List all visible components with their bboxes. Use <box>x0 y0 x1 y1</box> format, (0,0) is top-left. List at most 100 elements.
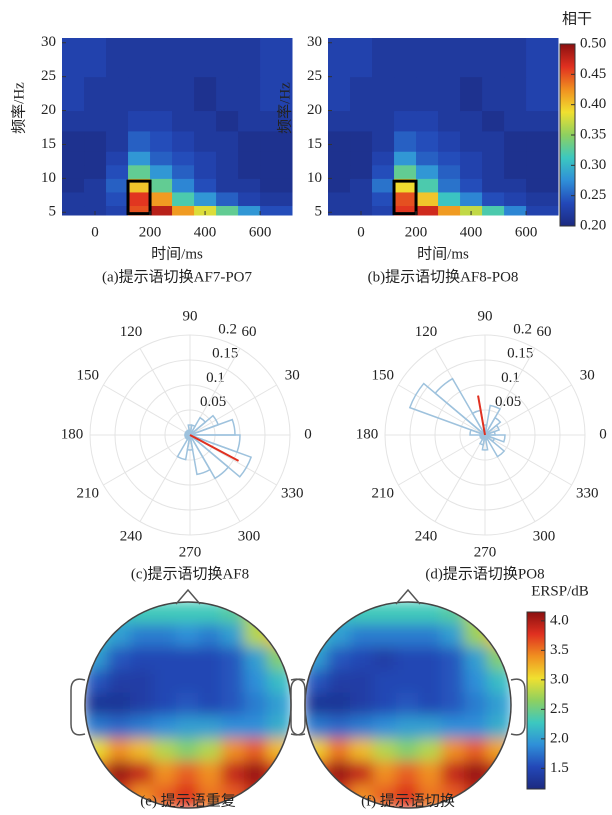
topomap-cell <box>221 738 247 764</box>
heatmap-cell <box>438 178 461 193</box>
colorbar-tick-label: 4.0 <box>550 612 569 628</box>
theta-tick-label: 0 <box>599 426 607 442</box>
colorbar-tick-label: 0.50 <box>580 35 606 51</box>
theta-tick-label: 0 <box>304 426 312 442</box>
theta-tick-label: 240 <box>415 529 438 545</box>
heatmap-cell <box>238 151 261 166</box>
topomap-cell <box>221 715 247 741</box>
heatmap-cell <box>216 76 239 112</box>
heatmap-cell <box>504 178 527 193</box>
heatmap-cell <box>438 164 461 179</box>
r-tick-label: 0.1 <box>501 370 520 386</box>
topomap-cell <box>487 784 511 808</box>
heatmap-cell <box>150 38 173 78</box>
heatmap-cell <box>504 164 527 179</box>
theta-tick-label: 120 <box>415 324 438 340</box>
topomap-cell <box>418 784 444 808</box>
heatmap-cell <box>62 191 85 207</box>
colorbar-tick-label: 0.40 <box>580 96 606 112</box>
heatmap-cell <box>504 76 527 112</box>
topomap-cell <box>221 669 247 695</box>
heatmap-cell <box>350 110 373 132</box>
heatmap-cell <box>106 205 129 216</box>
y-tick-label: 25 <box>41 68 56 84</box>
topomap-cell <box>85 784 109 808</box>
theta-tick-label: 30 <box>285 367 300 383</box>
y-tick-label: 15 <box>307 136 322 152</box>
heatmap-cell <box>328 178 351 193</box>
theta-tick-label: 60 <box>537 324 552 340</box>
topomap-cell <box>198 738 224 764</box>
heatmap-cell <box>172 178 195 193</box>
topomap-cell <box>487 669 511 695</box>
topomap-cell <box>464 692 490 718</box>
topomap-cell <box>372 784 398 808</box>
grid-spoke <box>139 348 191 436</box>
heatmap-cell <box>84 164 107 179</box>
topomap-cell <box>198 669 224 695</box>
theta-tick-label: 150 <box>77 367 100 383</box>
heatmap-cell <box>328 130 351 152</box>
heatmap-cell <box>106 151 129 166</box>
heatmap-cell <box>216 205 239 216</box>
y-tick-label: 20 <box>307 102 322 118</box>
topomap-cell <box>349 692 375 718</box>
polar-bar <box>189 434 241 454</box>
heatmap-cell <box>482 130 505 152</box>
heatmap-cell <box>328 38 351 78</box>
heatmap-cell <box>62 151 85 166</box>
heatmap-cell <box>394 164 417 179</box>
topomap-cell <box>305 715 329 741</box>
heatmap-cell <box>128 76 151 112</box>
heatmap-cell <box>416 178 439 193</box>
topomap-cell <box>221 692 247 718</box>
theta-tick-label: 180 <box>356 426 379 442</box>
topomap-cell <box>106 738 132 764</box>
mean-vector <box>477 395 486 436</box>
topomap-cell <box>418 715 444 741</box>
heatmap-cell <box>394 130 417 152</box>
heatmap-cell <box>328 76 351 112</box>
topomap-cell <box>418 623 444 649</box>
topomap-cell <box>326 738 352 764</box>
topomap-cell <box>198 692 224 718</box>
heatmap-cell <box>460 38 483 78</box>
heatmap-cell <box>526 38 559 78</box>
heatmap-cell <box>150 191 173 207</box>
topomap-cell <box>152 761 178 787</box>
heatmap-cell <box>260 130 293 152</box>
heatmap-cell <box>526 164 559 179</box>
topomap-cell <box>441 692 467 718</box>
heatmap-cell <box>128 130 151 152</box>
heatmap-cell <box>372 205 395 216</box>
heatmap-cell <box>172 76 195 112</box>
heatmap-cell <box>62 110 85 132</box>
y-tick-label: 15 <box>41 136 56 152</box>
heatmap-cell <box>416 164 439 179</box>
heatmap-cell <box>216 164 239 179</box>
heatmap-cell <box>260 110 293 132</box>
topomap-cell <box>129 692 155 718</box>
polar-bar <box>189 434 253 478</box>
heatmap-cell <box>194 110 217 132</box>
topomap-field <box>305 602 511 808</box>
heatmap-cell <box>84 151 107 166</box>
heatmap-cell <box>438 38 461 78</box>
heatmap-cell <box>260 76 293 112</box>
topomap-cell <box>106 715 132 741</box>
heatmap-cell <box>482 205 505 216</box>
x-axis-label: 时间/ms <box>417 245 469 262</box>
topomap-cell <box>152 623 178 649</box>
heatmap-cell <box>238 164 261 179</box>
heatmap-cell <box>216 178 239 193</box>
r-tick-label: 0.2 <box>513 321 532 337</box>
topomap-cell <box>175 784 201 808</box>
heatmap-cell <box>194 76 217 112</box>
topomap-cell <box>267 602 291 626</box>
heatmap-cell <box>526 76 559 112</box>
grid-spoke <box>398 434 486 486</box>
heatmap-cell <box>238 178 261 193</box>
heatmap-cell <box>526 205 559 216</box>
topomap-cell <box>106 692 132 718</box>
heatmap-cell <box>394 110 417 132</box>
